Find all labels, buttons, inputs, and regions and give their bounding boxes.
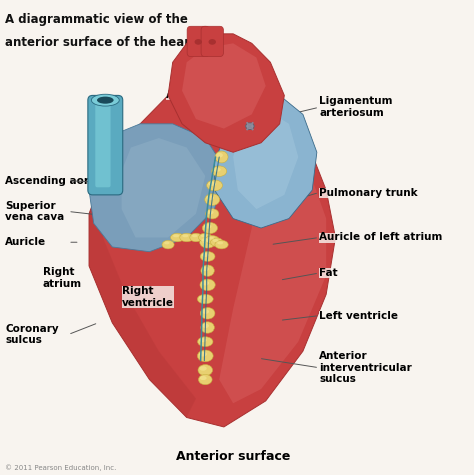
- Ellipse shape: [199, 338, 207, 342]
- Text: Superior
vena cava: Superior vena cava: [5, 200, 64, 222]
- Ellipse shape: [202, 323, 209, 328]
- Ellipse shape: [202, 266, 209, 271]
- Text: Anterior surface: Anterior surface: [176, 450, 291, 463]
- Ellipse shape: [192, 234, 198, 238]
- Text: Left ventricle: Left ventricle: [319, 311, 398, 321]
- Ellipse shape: [182, 234, 188, 238]
- Text: Pulmonary trunk: Pulmonary trunk: [319, 188, 418, 198]
- Ellipse shape: [208, 237, 214, 240]
- Ellipse shape: [213, 239, 219, 242]
- Ellipse shape: [208, 181, 216, 186]
- Ellipse shape: [201, 265, 214, 276]
- Ellipse shape: [215, 240, 228, 249]
- Polygon shape: [233, 110, 298, 209]
- Ellipse shape: [201, 281, 209, 285]
- Ellipse shape: [171, 233, 184, 242]
- Text: Aortic arch: Aortic arch: [166, 90, 230, 100]
- Ellipse shape: [200, 376, 207, 380]
- Ellipse shape: [190, 233, 202, 242]
- Ellipse shape: [216, 153, 223, 158]
- Ellipse shape: [213, 168, 221, 172]
- Ellipse shape: [199, 233, 212, 242]
- FancyBboxPatch shape: [201, 26, 223, 57]
- Polygon shape: [215, 95, 317, 228]
- FancyBboxPatch shape: [88, 95, 123, 195]
- Ellipse shape: [200, 279, 215, 291]
- Ellipse shape: [201, 234, 207, 238]
- Ellipse shape: [164, 241, 170, 245]
- Ellipse shape: [202, 309, 209, 314]
- Ellipse shape: [200, 252, 215, 261]
- Ellipse shape: [97, 96, 114, 104]
- Text: Ascending aorta: Ascending aorta: [5, 176, 101, 186]
- Ellipse shape: [199, 296, 207, 300]
- Polygon shape: [182, 43, 266, 129]
- Ellipse shape: [201, 307, 215, 319]
- Polygon shape: [89, 62, 336, 427]
- Ellipse shape: [217, 241, 223, 245]
- Text: Auricle: Auricle: [5, 237, 46, 247]
- Ellipse shape: [195, 39, 202, 45]
- Text: A diagrammatic view of the: A diagrammatic view of the: [5, 12, 188, 26]
- Ellipse shape: [204, 224, 211, 228]
- Polygon shape: [89, 124, 224, 252]
- Ellipse shape: [173, 234, 179, 238]
- Ellipse shape: [202, 222, 218, 234]
- Ellipse shape: [201, 322, 214, 333]
- Text: Coronary
sulcus: Coronary sulcus: [5, 324, 59, 345]
- Ellipse shape: [212, 166, 227, 177]
- Text: Fat: Fat: [319, 268, 338, 278]
- Polygon shape: [219, 133, 326, 403]
- Ellipse shape: [207, 180, 222, 191]
- Ellipse shape: [197, 350, 213, 362]
- Ellipse shape: [206, 196, 214, 200]
- Ellipse shape: [197, 294, 213, 304]
- Polygon shape: [89, 176, 196, 418]
- Ellipse shape: [91, 94, 119, 106]
- FancyBboxPatch shape: [95, 103, 110, 187]
- Ellipse shape: [201, 238, 209, 243]
- FancyBboxPatch shape: [187, 26, 210, 57]
- Ellipse shape: [162, 240, 174, 249]
- Ellipse shape: [201, 253, 209, 257]
- Text: Right
atrium: Right atrium: [43, 267, 82, 288]
- Ellipse shape: [200, 366, 207, 370]
- Ellipse shape: [198, 337, 213, 347]
- Text: © 2011 Pearson Education, Inc.: © 2011 Pearson Education, Inc.: [5, 464, 117, 471]
- Ellipse shape: [246, 123, 254, 130]
- Polygon shape: [168, 34, 284, 152]
- Ellipse shape: [206, 209, 219, 219]
- Ellipse shape: [199, 374, 212, 385]
- Ellipse shape: [199, 352, 207, 357]
- Ellipse shape: [210, 238, 223, 247]
- Ellipse shape: [200, 237, 216, 248]
- Polygon shape: [122, 138, 205, 238]
- Ellipse shape: [207, 210, 214, 214]
- Text: Auricle of left atrium: Auricle of left atrium: [319, 232, 443, 243]
- Text: Right
ventricle: Right ventricle: [122, 286, 173, 307]
- Text: Ligamentum
arteriosum: Ligamentum arteriosum: [319, 96, 392, 118]
- Ellipse shape: [209, 39, 216, 45]
- Text: Anterior
interventricular
sulcus: Anterior interventricular sulcus: [319, 351, 412, 384]
- Ellipse shape: [215, 151, 228, 163]
- Ellipse shape: [180, 233, 193, 242]
- Ellipse shape: [205, 194, 219, 206]
- Ellipse shape: [205, 236, 219, 244]
- Text: anterior surface of the heart: anterior surface of the heart: [5, 36, 196, 49]
- Ellipse shape: [198, 364, 212, 376]
